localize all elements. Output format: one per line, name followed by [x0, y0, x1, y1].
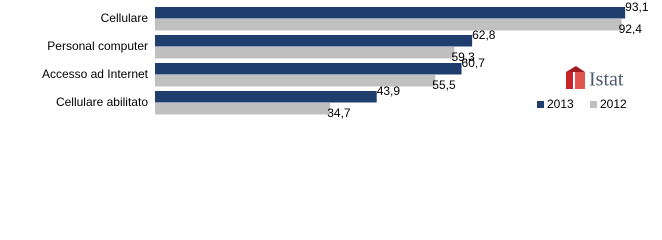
bar — [155, 91, 377, 103]
value-label: 34,7 — [327, 106, 351, 120]
legend-label: 2013 — [547, 97, 574, 111]
value-label: 43,9 — [377, 84, 401, 98]
bar — [155, 19, 622, 31]
legend-label: 2012 — [600, 97, 627, 111]
bar — [155, 7, 626, 19]
bar — [155, 75, 436, 87]
bar — [155, 47, 455, 59]
value-label: 92,4 — [619, 22, 643, 36]
value-label: 59,3 — [451, 50, 475, 64]
category-label: Accesso ad Internet — [42, 67, 149, 81]
bar — [155, 63, 462, 75]
value-label: 55,5 — [432, 78, 456, 92]
value-label: 93,1 — [625, 0, 649, 14]
category-label: Cellulare — [101, 11, 149, 25]
bar — [155, 35, 473, 47]
category-label: Personal computer — [47, 39, 148, 53]
logo-icon — [566, 66, 585, 89]
logo-text: Istat — [589, 69, 624, 91]
value-label: 62,8 — [472, 28, 496, 42]
value-label: 60,7 — [462, 56, 486, 70]
chart: Istat Cellulare 93,1 92,4 Personal computer… — [42, 0, 649, 120]
bar — [155, 103, 331, 115]
category-label: Cellulare abilitato — [56, 95, 148, 109]
legend-swatch — [590, 101, 597, 108]
legend-swatch — [537, 101, 544, 108]
